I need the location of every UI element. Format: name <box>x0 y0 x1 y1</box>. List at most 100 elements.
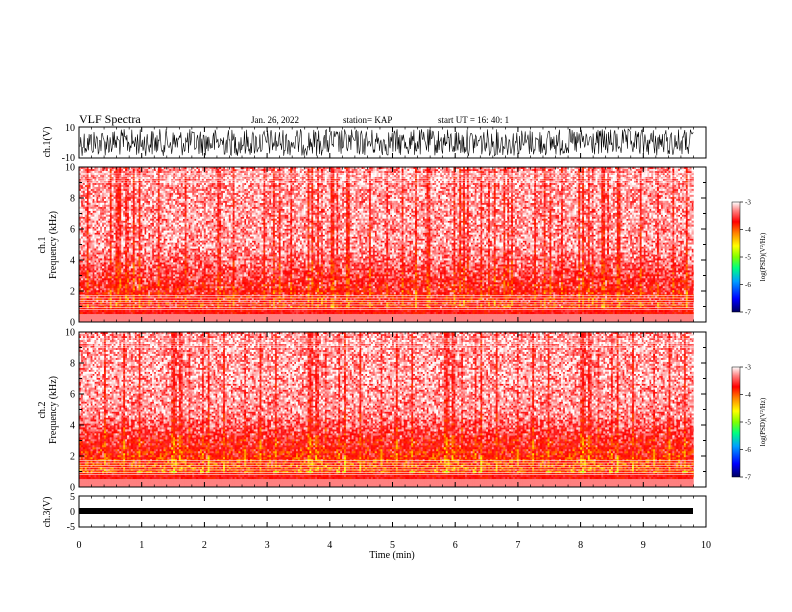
spectrogram-cell <box>91 235 93 237</box>
spectrogram-cell <box>98 169 100 171</box>
spectrogram-cell <box>91 187 93 189</box>
spectrogram-cell <box>87 169 89 171</box>
spectrogram-cell <box>87 286 89 288</box>
spectrogram-cell <box>92 246 94 248</box>
spectrogram-cell <box>98 268 100 270</box>
spectrogram-cell <box>89 286 91 288</box>
spectrogram-cell <box>87 221 89 223</box>
spectrogram-cell <box>102 310 104 312</box>
spectrogram-cell <box>87 258 89 260</box>
spectrogram-cell <box>81 215 83 217</box>
spectrogram-cell <box>100 286 102 288</box>
spectrogram-cell <box>98 185 100 187</box>
spectrogram-cell <box>100 191 102 193</box>
spectrogram-cell <box>91 282 93 284</box>
spectrogram-cell <box>91 288 93 290</box>
spectrogram-cell <box>91 260 93 262</box>
spectrogram-cell <box>81 264 83 266</box>
spectrogram-cell <box>96 290 98 292</box>
spectrogram-cell <box>98 272 100 274</box>
spectrogram-cell <box>81 286 83 288</box>
spectrogram-cell <box>92 252 94 254</box>
spectrogram-cell <box>89 181 91 183</box>
spectrogram-cell <box>102 225 104 227</box>
spectrogram-cell <box>85 268 87 270</box>
spectrogram-cell <box>91 171 93 173</box>
spectrogram-cell <box>83 199 85 201</box>
vlf-spectra-figure: VLF Spectra Jan. 26, 2022 station= KAP s… <box>0 0 792 612</box>
spectrogram-cell <box>100 245 102 247</box>
spectrogram-cell <box>83 225 85 227</box>
spectrogram-cell <box>87 284 89 286</box>
spectrogram-cell <box>96 187 98 189</box>
spectrogram-cell <box>96 183 98 185</box>
spectrogram-cell <box>96 284 98 286</box>
spectrogram-cell <box>100 270 102 272</box>
spectrogram-cell <box>85 227 87 229</box>
spectrogram-cell <box>85 211 87 213</box>
spectrogram-cell <box>91 304 93 306</box>
spectrogram-cell <box>89 205 91 207</box>
spectrogram-cell <box>91 308 93 310</box>
spectrogram-cell <box>100 229 102 231</box>
spectrogram-cell <box>100 189 102 191</box>
spectrogram-cell <box>102 227 104 229</box>
spectrogram-cell <box>87 209 89 211</box>
spectrogram-cell <box>102 308 104 310</box>
spectrogram-cell <box>87 207 89 209</box>
spectrogram-cell <box>81 211 83 213</box>
spectrogram-cell <box>100 294 102 296</box>
spectrogram-cell <box>102 191 104 193</box>
spectrogram-cell <box>89 191 91 193</box>
spectrogram-cell <box>100 223 102 225</box>
spectrogram-cell <box>81 223 83 225</box>
spectrogram-cell <box>91 223 93 225</box>
spectrogram-cell <box>83 270 85 272</box>
spectrogram-cell <box>83 185 85 187</box>
spectrogram-cell <box>85 239 87 241</box>
spectrogram-cell <box>83 256 85 258</box>
spectrogram-cell <box>81 278 83 280</box>
spectrogram-cell <box>100 274 102 276</box>
spectrogram-cell <box>94 264 96 266</box>
spectrogram-cell <box>81 225 83 227</box>
spectrogram-cell <box>89 231 91 233</box>
spectrogram-cell <box>91 241 93 243</box>
spectrogram-cell <box>89 314 91 316</box>
spectrogram-cell <box>98 280 100 282</box>
spectrogram-cell <box>102 229 104 231</box>
spectrogram-cell <box>94 284 96 286</box>
spectrogram-cell <box>91 201 93 203</box>
spectrogram-cell <box>94 250 96 252</box>
spectrogram-cell <box>81 217 83 219</box>
spectrogram-cell <box>85 316 87 318</box>
spectrogram-cell <box>83 260 85 262</box>
spectrogram-cell <box>91 215 93 217</box>
spectrogram-cell <box>83 219 85 221</box>
spectrogram-cell <box>98 294 100 296</box>
spectrogram-cell <box>91 237 93 239</box>
spectrogram-cell <box>92 185 94 187</box>
spectrogram-cell <box>91 250 93 252</box>
spectrogram-cell <box>94 189 96 191</box>
spectrogram-cell <box>94 245 96 247</box>
spectrogram-cell <box>100 252 102 254</box>
spectrogram-cell <box>100 169 102 171</box>
spectrogram-cell <box>85 231 87 233</box>
spectrogram-cell <box>83 312 85 314</box>
spectrogram-cell <box>89 272 91 274</box>
spectrogram-cell <box>102 215 104 217</box>
spectrogram-cell <box>94 169 96 171</box>
spectrogram-cell <box>100 290 102 292</box>
spectrogram-cell <box>100 185 102 187</box>
spectrogram-cell <box>83 193 85 195</box>
spectrogram-cell <box>98 264 100 266</box>
spectrogram-cell <box>100 235 102 237</box>
spectrogram-cell <box>83 195 85 197</box>
spectrogram-cell <box>92 314 94 316</box>
spectrogram-cell <box>83 246 85 248</box>
spectrogram-cell <box>92 260 94 262</box>
spectrogram-cell <box>91 183 93 185</box>
spectrogram-cell <box>89 270 91 272</box>
spectrogram-cell <box>85 304 87 306</box>
